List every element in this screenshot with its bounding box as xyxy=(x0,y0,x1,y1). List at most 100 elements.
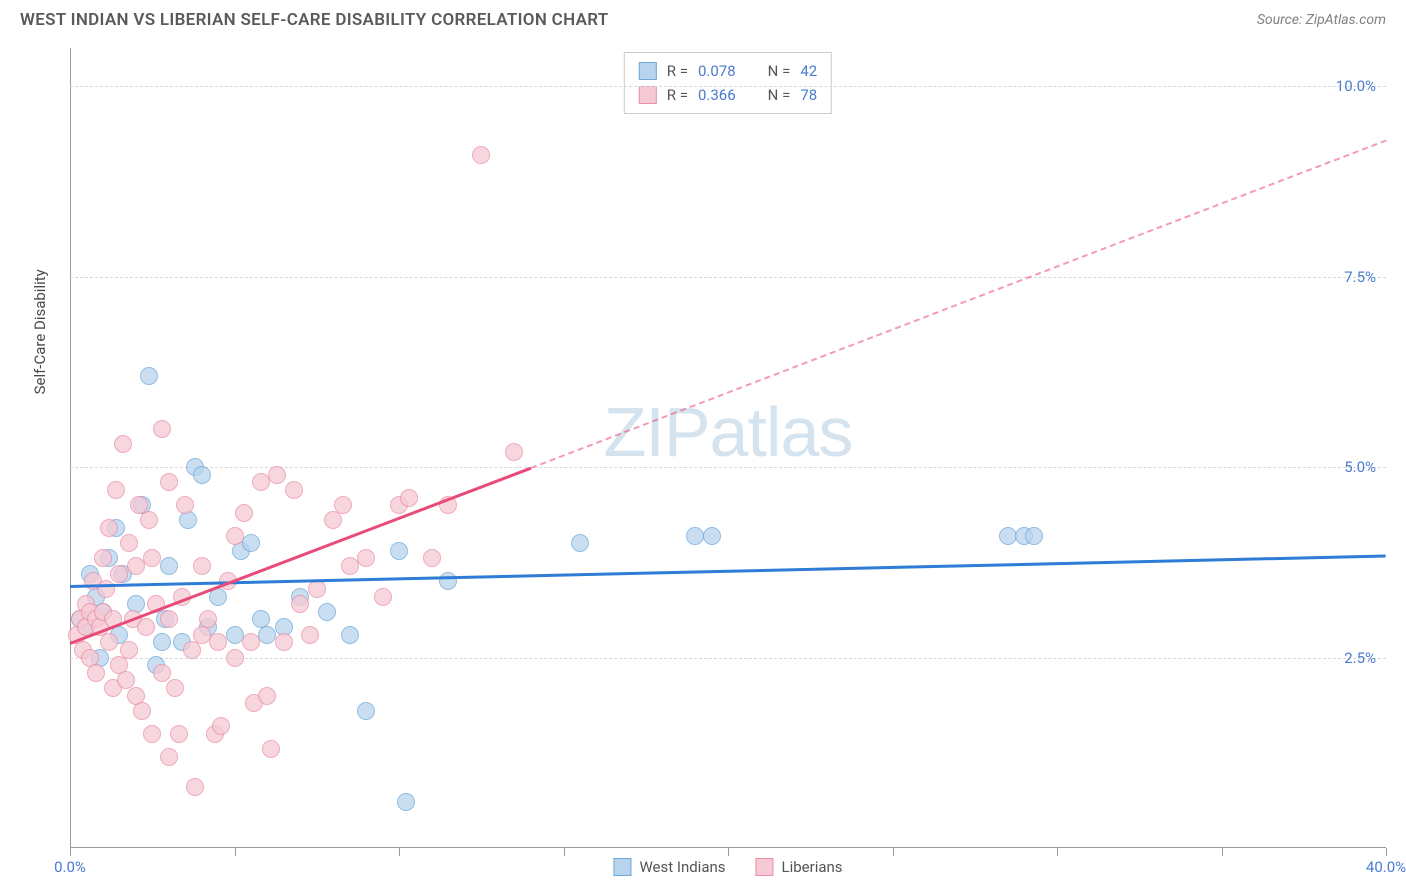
plot-area: ZIPatlas R =0.078N =42R =0.366N =78 West… xyxy=(70,48,1386,848)
scatter-point xyxy=(1025,527,1043,545)
scatter-point xyxy=(301,626,319,644)
scatter-point xyxy=(143,725,161,743)
gridline xyxy=(70,86,1386,87)
scatter-point xyxy=(120,534,138,552)
scatter-point xyxy=(199,610,217,628)
scatter-point xyxy=(133,702,151,720)
watermark: ZIPatlas xyxy=(604,392,853,472)
legend-row: R = 0.078 N = 42 xyxy=(639,59,817,83)
scatter-point xyxy=(127,557,145,575)
scatter-point xyxy=(179,511,197,529)
scatter-point xyxy=(100,519,118,537)
scatter-point xyxy=(318,603,336,621)
scatter-point xyxy=(137,618,155,636)
scatter-point xyxy=(999,527,1017,545)
scatter-point xyxy=(193,466,211,484)
legend-series-item: Liberians xyxy=(756,858,843,876)
scatter-point xyxy=(120,641,138,659)
scatter-point xyxy=(291,595,309,613)
gridline xyxy=(70,467,1386,468)
legend-swatch xyxy=(639,62,657,80)
scatter-point xyxy=(226,527,244,545)
legend-swatch xyxy=(613,858,631,876)
chart-container: Self-Care Disability ZIPatlas R =0.078N … xyxy=(50,48,1386,848)
scatter-point xyxy=(571,534,589,552)
scatter-point xyxy=(374,588,392,606)
x-tick xyxy=(564,848,565,856)
scatter-point xyxy=(400,489,418,507)
chart-title: WEST INDIAN VS LIBERIAN SELF-CARE DISABI… xyxy=(20,10,609,30)
scatter-point xyxy=(242,633,260,651)
scatter-point xyxy=(268,466,286,484)
scatter-point xyxy=(153,633,171,651)
scatter-point xyxy=(226,626,244,644)
scatter-point xyxy=(226,649,244,667)
legend-swatch xyxy=(756,858,774,876)
scatter-point xyxy=(439,572,457,590)
scatter-point xyxy=(87,664,105,682)
y-tick-label: 7.5% xyxy=(1344,268,1376,286)
y-tick-label: 2.5% xyxy=(1344,649,1376,667)
scatter-point xyxy=(505,443,523,461)
scatter-point xyxy=(140,511,158,529)
y-tick-label: 5.0% xyxy=(1344,458,1376,476)
scatter-point xyxy=(308,580,326,598)
scatter-point xyxy=(166,679,184,697)
y-tick-label: 10.0% xyxy=(1336,77,1376,95)
legend-series: West Indians Liberians xyxy=(613,858,842,876)
x-label-min: 0.0% xyxy=(54,858,86,876)
scatter-point xyxy=(140,367,158,385)
scatter-point xyxy=(153,420,171,438)
scatter-point xyxy=(183,641,201,659)
scatter-point xyxy=(143,549,161,567)
source-label: Source: ZipAtlas.com xyxy=(1257,12,1386,28)
scatter-point xyxy=(107,481,125,499)
scatter-point xyxy=(262,740,280,758)
r-value: 0.078 xyxy=(698,59,736,83)
scatter-point xyxy=(275,633,293,651)
trend-line-extrapolated xyxy=(530,139,1386,468)
scatter-point xyxy=(258,687,276,705)
scatter-point xyxy=(170,725,188,743)
scatter-point xyxy=(397,793,415,811)
scatter-point xyxy=(703,527,721,545)
legend-series-label: Liberians xyxy=(782,858,843,876)
scatter-point xyxy=(390,542,408,560)
scatter-point xyxy=(258,626,276,644)
scatter-point xyxy=(423,549,441,567)
n-label: N = xyxy=(768,59,791,83)
scatter-point xyxy=(472,146,490,164)
x-tick xyxy=(1386,848,1387,856)
r-label: R = xyxy=(667,59,688,83)
legend-correlation: R =0.078N =42R =0.366N =78 xyxy=(624,52,832,114)
scatter-point xyxy=(110,565,128,583)
n-value: 42 xyxy=(800,59,817,83)
scatter-point xyxy=(209,633,227,651)
scatter-point xyxy=(160,748,178,766)
scatter-point xyxy=(334,496,352,514)
scatter-point xyxy=(341,557,359,575)
x-tick xyxy=(893,848,894,856)
scatter-point xyxy=(193,557,211,575)
legend-series-item: West Indians xyxy=(613,858,725,876)
trend-line xyxy=(70,555,1386,588)
legend-series-label: West Indians xyxy=(639,858,725,876)
legend-swatch xyxy=(639,86,657,104)
scatter-point xyxy=(357,549,375,567)
x-tick xyxy=(1057,848,1058,856)
y-axis-label: Self-Care Disability xyxy=(31,269,49,394)
scatter-point xyxy=(153,664,171,682)
y-axis xyxy=(70,48,71,848)
scatter-point xyxy=(160,473,178,491)
scatter-point xyxy=(114,435,132,453)
scatter-point xyxy=(242,534,260,552)
scatter-point xyxy=(100,633,118,651)
scatter-point xyxy=(97,580,115,598)
scatter-point xyxy=(160,610,178,628)
scatter-point xyxy=(357,702,375,720)
x-tick xyxy=(728,848,729,856)
scatter-point xyxy=(252,473,270,491)
gridline xyxy=(70,277,1386,278)
scatter-point xyxy=(160,557,178,575)
scatter-point xyxy=(186,778,204,796)
